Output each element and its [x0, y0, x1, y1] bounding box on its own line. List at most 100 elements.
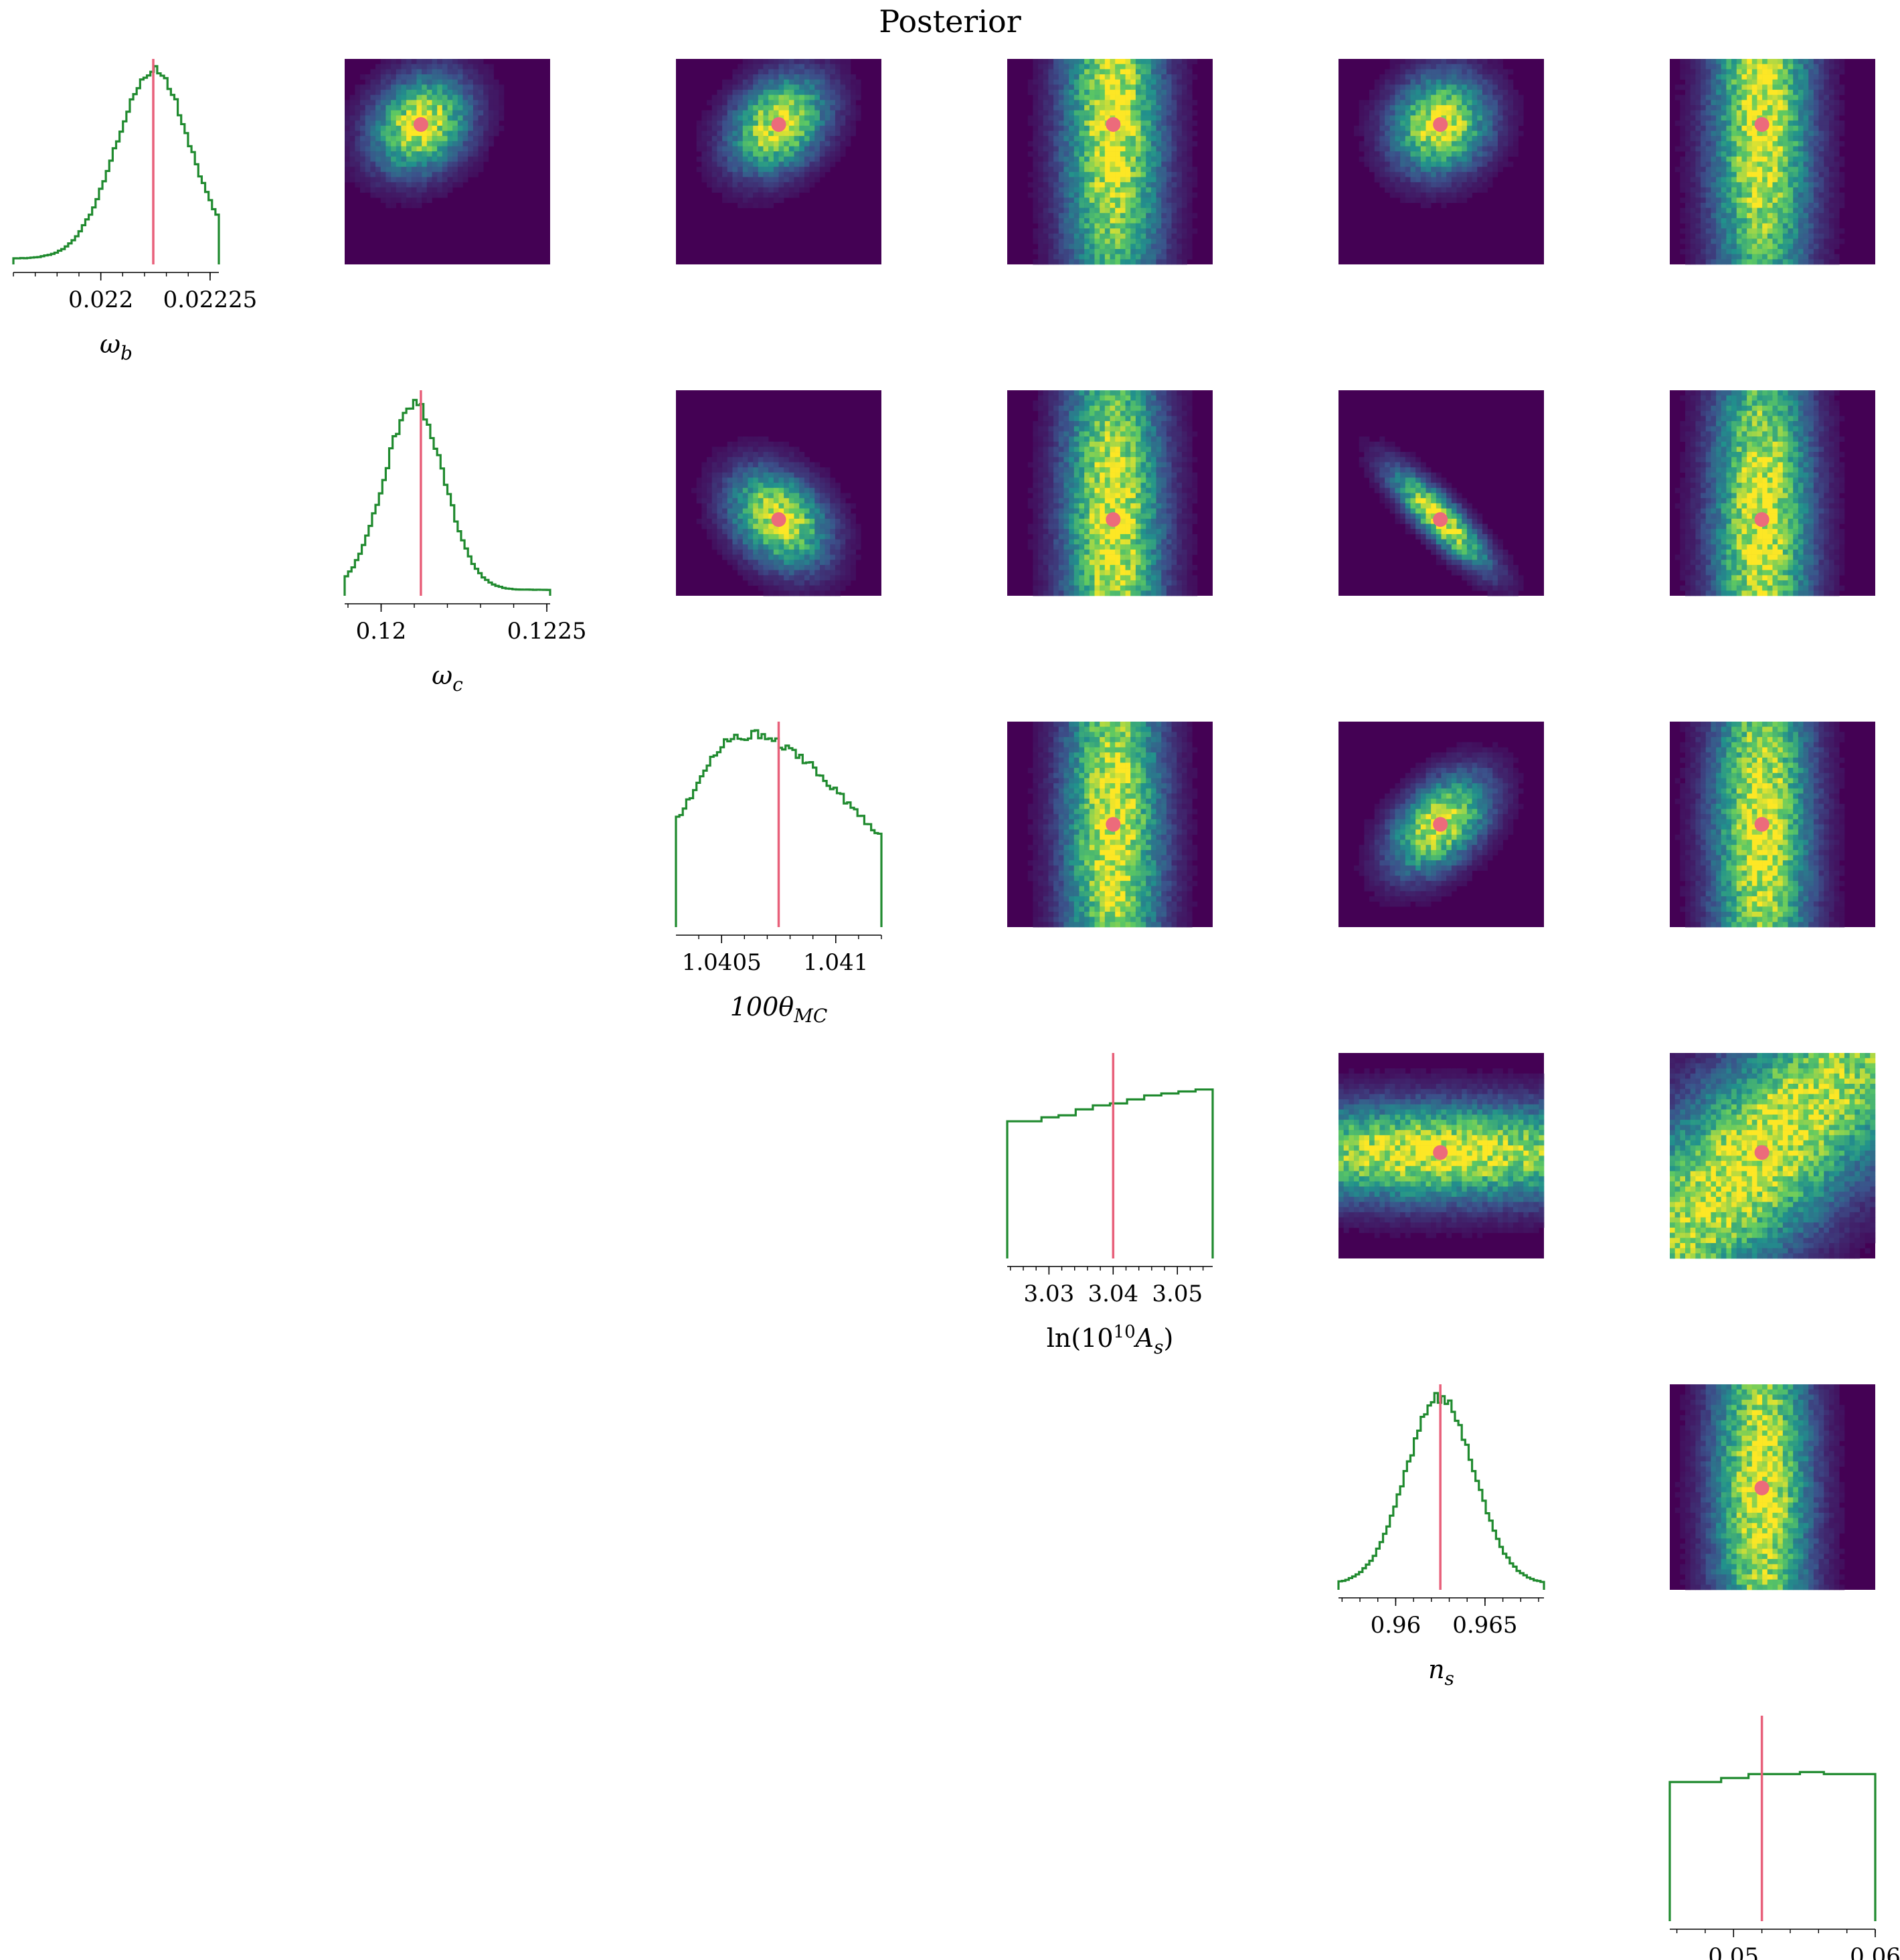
- density-cell: [1482, 115, 1488, 121]
- density-cell: [1741, 141, 1747, 147]
- density-cell: [814, 100, 821, 106]
- density-cell: [1084, 177, 1090, 183]
- density-cell: [1721, 131, 1727, 137]
- density-cell: [1094, 100, 1100, 106]
- density-cell: [462, 136, 468, 142]
- density-cell: [763, 192, 769, 198]
- density-cell: [1721, 223, 1727, 229]
- density-cell: [1813, 197, 1819, 203]
- density-cell: [1395, 110, 1401, 116]
- density-cell: [1033, 94, 1039, 100]
- density-cell: [773, 177, 779, 183]
- density-cell: [1497, 151, 1503, 157]
- density-cell: [1762, 69, 1768, 75]
- density-cell: [1027, 120, 1033, 127]
- density-cell: [1782, 84, 1788, 90]
- density-cell: [1834, 136, 1840, 142]
- density-cell: [1701, 223, 1707, 229]
- density-cell: [1171, 146, 1177, 152]
- density-cell: [1053, 248, 1059, 254]
- density-cell: [1813, 94, 1819, 100]
- density-cell: [799, 115, 805, 121]
- density-cell: [422, 146, 428, 152]
- density-cell: [1166, 238, 1172, 244]
- density-cell: [1788, 146, 1794, 152]
- density-cell: [742, 487, 748, 493]
- density-cell: [1161, 64, 1167, 70]
- density-cell: [349, 167, 355, 173]
- density-cell: [478, 120, 484, 127]
- density-cell: [1441, 74, 1447, 80]
- density-cell: [1716, 223, 1722, 229]
- density-cell: [1497, 131, 1503, 137]
- density-cell: [1441, 192, 1447, 198]
- density-cell: [1181, 100, 1187, 106]
- density-cell: [778, 177, 784, 183]
- density-cell: [1446, 84, 1452, 90]
- density-cell: [1731, 197, 1737, 203]
- density-cell: [401, 192, 407, 198]
- density-cell: [401, 64, 407, 70]
- density-cell: [1094, 105, 1100, 111]
- density-cell: [1695, 192, 1701, 198]
- density-cell: [1084, 64, 1090, 70]
- density-cell: [1053, 192, 1059, 198]
- density-cell: [1415, 182, 1421, 188]
- density-cell: [1824, 156, 1830, 162]
- density-cell: [1757, 64, 1763, 70]
- density-cell: [1104, 192, 1110, 198]
- density-cell: [1379, 161, 1385, 167]
- density-cell: [1834, 192, 1840, 198]
- density-cell: [1150, 228, 1156, 234]
- density-cell: [1431, 105, 1437, 111]
- density-cell: [845, 110, 851, 116]
- density-cell: [1798, 259, 1804, 265]
- density-cell: [1839, 110, 1845, 116]
- density-cell: [1156, 151, 1162, 157]
- density-cell: [1431, 79, 1437, 85]
- density-cell: [1089, 208, 1095, 214]
- density-cell: [432, 146, 438, 152]
- density-cell: [483, 120, 489, 127]
- density-cell: [483, 90, 489, 96]
- density-cell: [753, 64, 759, 70]
- density-cell: [391, 125, 397, 131]
- density-cell: [768, 64, 774, 70]
- density-cell: [722, 79, 728, 85]
- density-cell: [452, 74, 458, 80]
- density-cell: [1181, 167, 1187, 173]
- density-cell: [1834, 146, 1840, 152]
- density-cell: [758, 197, 764, 203]
- density-cell: [1751, 74, 1757, 80]
- density-cell: [1472, 110, 1478, 116]
- density-cell: [1762, 192, 1768, 198]
- density-cell: [1177, 259, 1183, 265]
- density-cell: [1762, 146, 1768, 152]
- density-cell: [1705, 248, 1711, 254]
- density-cell: [1379, 105, 1385, 111]
- density-cell: [1808, 110, 1814, 116]
- density-cell: [738, 467, 744, 473]
- density-cell: [1701, 218, 1707, 224]
- density-cell: [1695, 105, 1701, 111]
- density-cell: [1063, 182, 1069, 188]
- density-cell: [1513, 146, 1519, 152]
- density-cell: [825, 120, 831, 127]
- density-cell: [472, 136, 479, 142]
- density-cell: [1808, 156, 1814, 162]
- density-cell: [1726, 233, 1732, 239]
- density-cell: [1747, 146, 1753, 152]
- density-cell: [1685, 125, 1691, 131]
- density-cell: [1824, 192, 1830, 198]
- density-cell: [375, 141, 381, 147]
- density-cell: [1359, 110, 1365, 116]
- density-cell: [375, 171, 381, 177]
- density-cell: [722, 472, 728, 478]
- density-cell: [1192, 131, 1198, 137]
- density-cell: [1400, 105, 1406, 111]
- density-cell: [1695, 120, 1701, 127]
- density-cell: [1747, 110, 1753, 116]
- density-cell: [1813, 238, 1819, 244]
- density-cell: [401, 69, 407, 75]
- density-cell: [1053, 90, 1059, 96]
